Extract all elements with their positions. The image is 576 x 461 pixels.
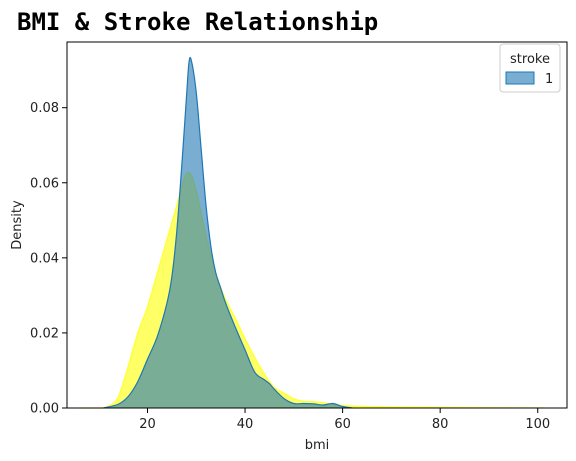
y-tick-label: 0.00 [30,402,59,417]
legend-swatch [505,71,535,85]
y-tick-label: 0.06 [30,176,59,191]
x-tick-label: 20 [139,417,156,432]
y-tick-label: 0.08 [30,101,59,116]
x-axis-label: bmi [305,438,330,453]
density-line-stroke-1 [103,56,353,409]
legend: stroke 1 [499,43,561,93]
legend-title: stroke [510,52,550,67]
plot-frame [66,41,568,409]
x-tick-label: 80 [432,417,449,432]
y-tick-label: 0.04 [30,251,59,266]
chart-title: BMI & Stroke Relationship [17,8,378,36]
plot-area [79,56,544,409]
x-tick-label: 40 [237,417,254,432]
y-tick-label: 0.02 [30,326,59,341]
y-axis: 0.00 0.02 0.04 0.06 0.08 [30,101,67,417]
legend-entry-label: 1 [545,72,553,87]
x-tick-label: 100 [525,417,550,432]
x-axis: 20 40 60 80 100 [139,408,550,432]
y-axis-label: Density [10,200,25,250]
density-line-series-0 [79,171,544,409]
x-tick-label: 60 [334,417,351,432]
density-area-stroke-1 [103,57,353,408]
